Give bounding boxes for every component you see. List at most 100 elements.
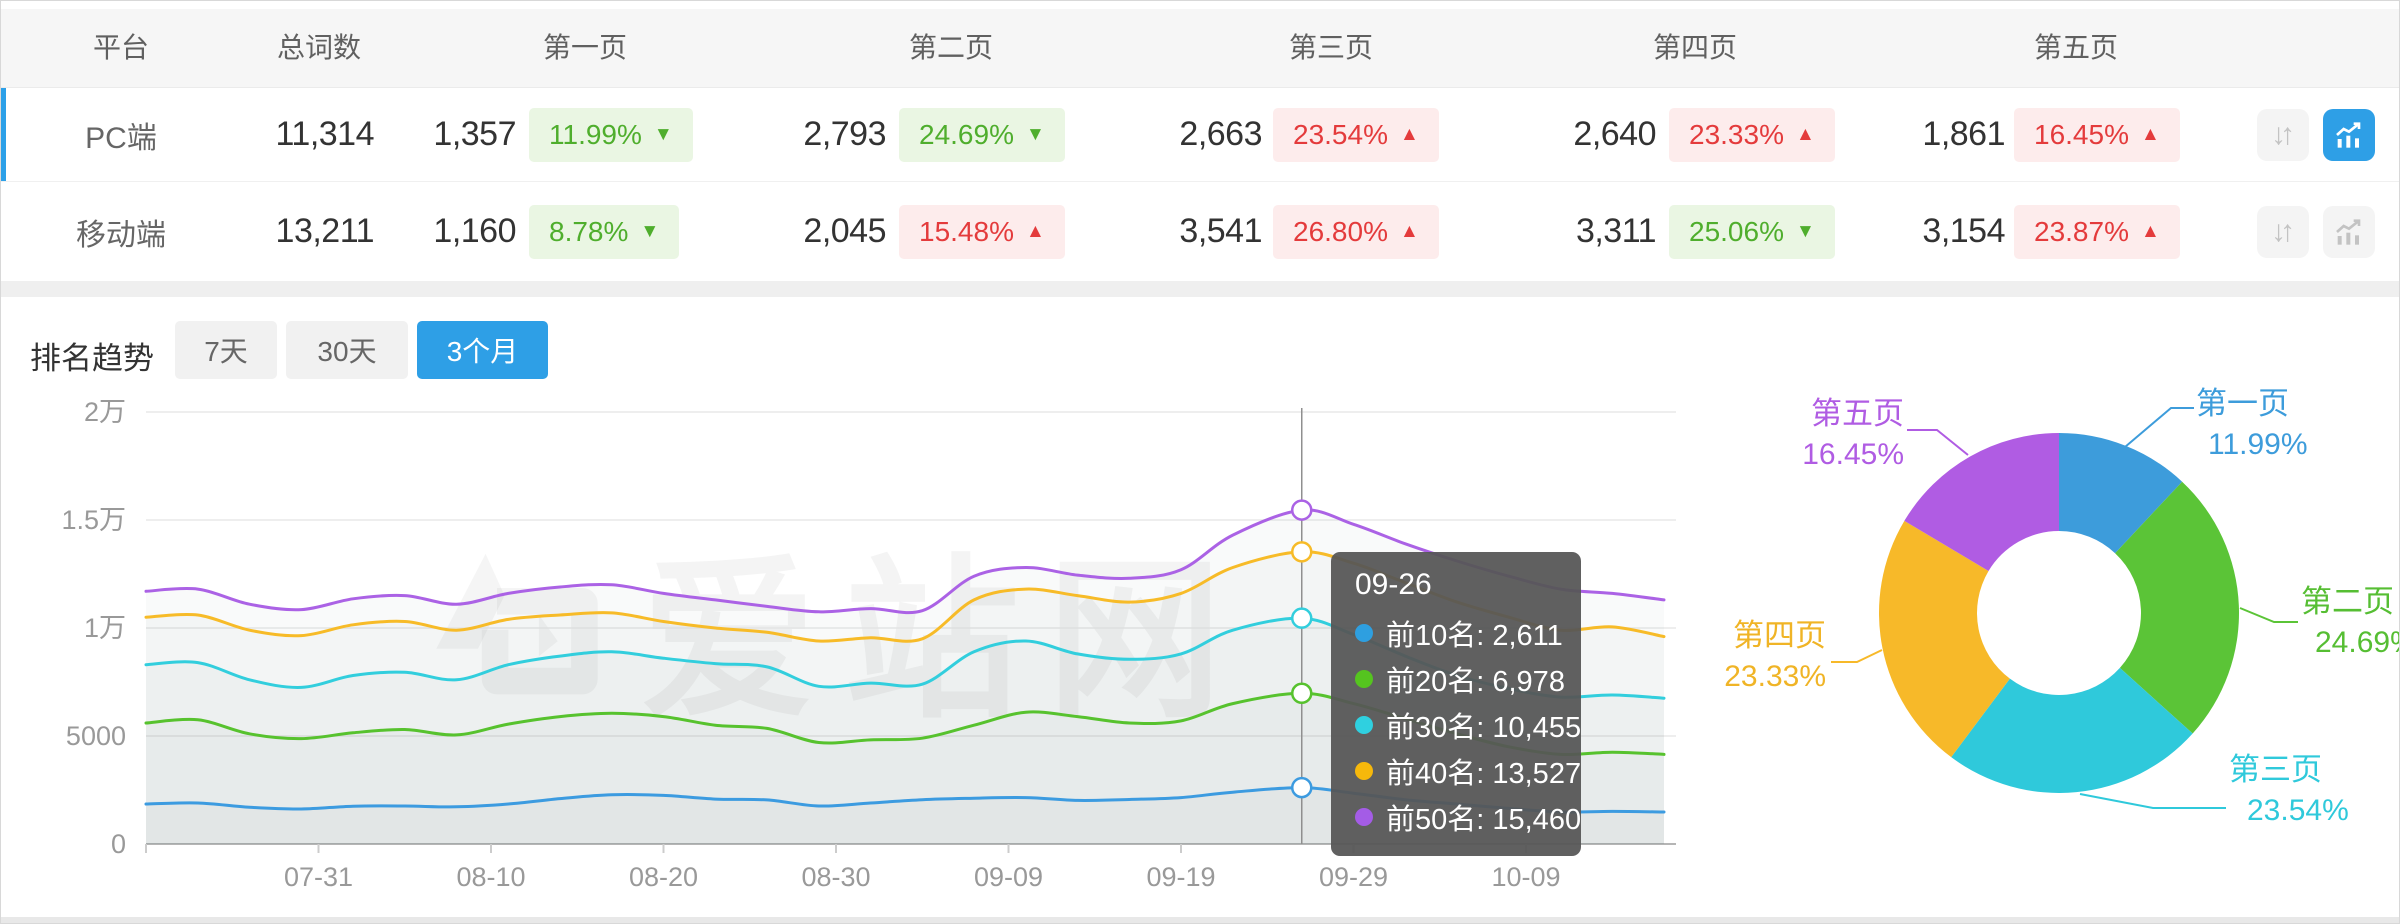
donut-label-page3: 第三页 23.54% [2229, 752, 2349, 827]
page5-value: 1,861 [1922, 115, 2005, 153]
page3-change-badge: 26.80% ▲ [1273, 204, 1439, 259]
donut-slice-第一页[interactable] [2059, 433, 2183, 554]
compare-button[interactable]: ↓↑ [2257, 205, 2309, 258]
table-row-mobile[interactable]: 移动端 13,211 1,160 8.78% ▼ 2,045 15.48% ▲ 3,… [1, 182, 2399, 281]
page1-value: 1,160 [433, 212, 516, 250]
trend-arrow-icon: ▼ [1025, 124, 1045, 145]
page1-change-badge: 8.78% ▼ [529, 204, 680, 259]
series-dot-icon [1355, 762, 1373, 780]
donut-leader-line [2079, 793, 2226, 809]
x-axis-label: 08-30 [801, 862, 870, 892]
tooltip-date: 09-26 [1355, 568, 1432, 601]
x-axis-label: 07-31 [284, 862, 353, 892]
trend-arrow-icon: ▼ [640, 221, 660, 242]
trend-arrow-icon: ▲ [1399, 221, 1419, 242]
table-row-pc[interactable]: PC端 11,314 1,357 11.99% ▼ 2,793 24.69% ▼ 2… [1, 88, 2399, 182]
page2-value: 2,045 [803, 212, 886, 250]
col-header-page1: 第一页 [542, 32, 627, 63]
hover-point [1291, 499, 1313, 521]
donut-slice-第四页[interactable] [1879, 520, 2010, 758]
page3-change-badge: 23.54% ▲ [1273, 107, 1439, 162]
y-axis-label: 1万 [84, 613, 126, 643]
trend-arrow-icon: ▲ [2140, 124, 2160, 145]
up-down-arrows-icon: ↓↑ [2271, 214, 2295, 248]
trend-arrow-icon: ▼ [1795, 221, 1815, 242]
series-dot-icon [1355, 670, 1373, 688]
tooltip-series-text: 前30名: 10,455 [1386, 712, 1582, 744]
col-header-total-words: 总词数 [276, 32, 361, 63]
x-axis-label: 09-29 [1319, 862, 1388, 892]
trend-arrow-icon: ▲ [1795, 124, 1815, 145]
x-axis-label: 08-20 [629, 862, 698, 892]
page2-value: 2,793 [803, 115, 886, 153]
hover-point [1291, 682, 1313, 705]
donut-slice-第二页[interactable] [2115, 481, 2239, 734]
table-header-row: 平台 总词数 第一页 第二页 第三页 第四页 第五页 [1, 9, 2399, 88]
watermark: 爱站网 [421, 499, 1250, 752]
up-down-arrows-icon: ↓↑ [2271, 117, 2295, 151]
donut-label-page5: 第五页 16.45% [1802, 396, 1904, 471]
trend-arrow-icon: ▲ [2140, 221, 2160, 242]
tooltip-series-text: 前10名: 2,611 [1386, 620, 1563, 652]
panel-separator [1, 281, 2399, 297]
x-axis-label: 09-19 [1146, 862, 1215, 892]
hover-point [1291, 776, 1313, 799]
platform-label: 移动端 [76, 218, 166, 252]
tooltip-series-row: 前20名: 6,978 [1355, 656, 1565, 702]
x-axis-label: 08-10 [456, 862, 525, 892]
page4-change-badge: 25.06% ▼ [1669, 204, 1835, 259]
page5-value: 3,154 [1922, 212, 2005, 250]
x-axis-label: 10-09 [1491, 862, 1560, 892]
series-dot-icon [1355, 716, 1373, 734]
tab-30-days[interactable]: 30天 [286, 321, 408, 379]
hover-point [1291, 541, 1313, 563]
donut-leader-line [2124, 407, 2194, 448]
tooltip-series-text: 前20名: 6,978 [1386, 666, 1565, 698]
page1-value: 1,357 [433, 115, 516, 153]
donut-slice-第五页[interactable] [1904, 433, 2059, 572]
tab-7-days[interactable]: 7天 [175, 321, 277, 379]
compare-button[interactable]: ↓↑ [2257, 108, 2309, 161]
trend-arrow-icon: ▲ [1399, 124, 1419, 145]
col-header-page5: 第五页 [2033, 32, 2118, 63]
tooltip-series-text: 前50名: 15,460 [1386, 804, 1582, 836]
page1-change-badge: 11.99% ▼ [529, 107, 693, 162]
tab-3-months[interactable]: 3个月 [417, 321, 548, 379]
page2-change-badge: 15.48% ▲ [899, 204, 1065, 259]
show-trend-button[interactable] [2323, 108, 2375, 161]
col-header-platform: 平台 [92, 32, 149, 63]
y-axis-label: 0 [111, 829, 126, 859]
series-dot-icon [1355, 808, 1373, 826]
tooltip-body: 前10名: 2,611 前20名: 6,978 前30名: 10,455 前40名: … [1355, 610, 1581, 840]
donut-leader-line [1831, 649, 1883, 663]
y-axis-label: 2万 [84, 397, 126, 427]
page4-change-badge: 23.33% ▲ [1669, 107, 1835, 162]
chart-tooltip: 09-26 前10名: 2,611 前20名: 6,978 前30名: 10,455… [1331, 552, 1581, 856]
y-axis-label: 5000 [66, 721, 126, 751]
tooltip-series-row: 前10名: 2,611 [1355, 610, 1563, 656]
total-words-value: 13,211 [275, 212, 375, 250]
col-header-page2: 第二页 [908, 32, 993, 63]
page5-change-badge: 23.87% ▲ [2014, 204, 2180, 259]
hover-point [1291, 607, 1313, 629]
trend-arrow-icon: ▲ [1025, 221, 1045, 242]
page2-change-badge: 24.69% ▼ [899, 107, 1065, 162]
x-axis-label: 09-09 [974, 862, 1043, 892]
line-chart-icon [2336, 218, 2361, 245]
donut-slice-第三页[interactable] [1951, 667, 2193, 793]
watermark-text: 爱站网 [641, 499, 1250, 752]
donut-label-page4: 第四页 23.33% [1724, 618, 1826, 693]
total-words-value: 11,314 [275, 115, 375, 153]
line-chart-icon [2336, 121, 2361, 148]
page3-value: 3,541 [1179, 212, 1262, 250]
series-dot-icon [1355, 624, 1373, 642]
donut-label-page2: 第二页 24.69% [2301, 584, 2399, 659]
platform-label: PC端 [85, 121, 157, 155]
col-header-page3: 第三页 [1288, 32, 1373, 63]
donut-leader-line [1907, 429, 1969, 456]
page4-value: 3,311 [1575, 212, 1657, 250]
show-trend-button[interactable] [2323, 205, 2375, 258]
page5-change-badge: 16.45% ▲ [2014, 107, 2180, 162]
tooltip-series-row: 前50名: 15,460 [1355, 794, 1581, 840]
